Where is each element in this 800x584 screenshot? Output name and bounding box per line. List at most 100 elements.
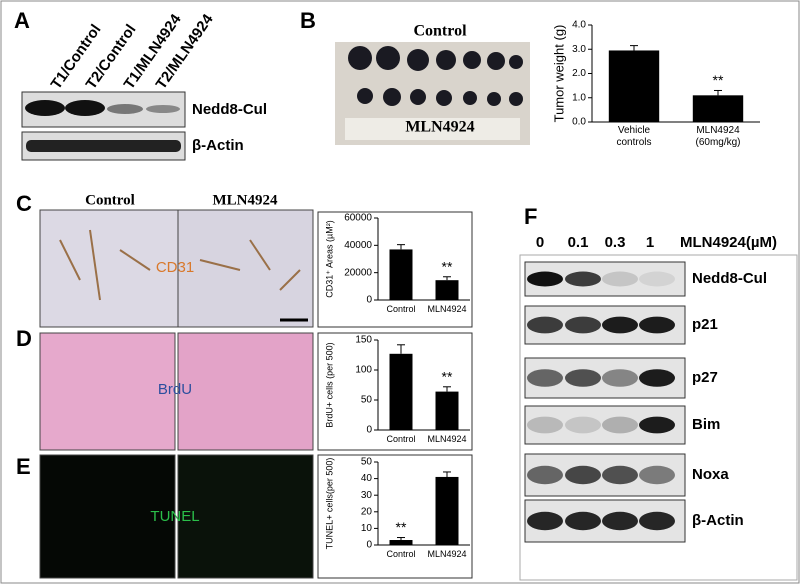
x-tick-label-box: Control [386,434,415,444]
band [602,416,638,434]
x-tick-label-box: Control [386,549,416,559]
band [527,416,563,434]
panel-letter: F [524,204,537,229]
image-column-label: MLN4924 [213,192,278,208]
error-bar [443,471,451,477]
ihc-image [177,209,314,328]
band [565,511,601,531]
stain-label: BrdU [158,381,192,398]
x-tick-label-box: MLN4924 [427,434,467,444]
blot-label: p21 [692,316,718,333]
dose-label: 1 [646,234,654,251]
chart-box [317,211,473,328]
band [146,105,180,113]
error-bar [630,45,638,51]
dose-label: 0 [536,234,544,251]
dose-label: 0.1 [568,234,589,251]
blot-label: Noxa [692,466,729,483]
y-tick-label: 100 [355,365,372,376]
vessels [59,229,301,301]
y-axis-label: TUNEL+ cells(per 500) [324,458,334,550]
band [26,140,181,152]
panel-letter: B [300,8,316,33]
y-tick-label: 0.0 [572,117,586,128]
error-bar [397,244,405,250]
chart-box [317,332,473,451]
dose-axis-label: MLN4924(µM) [680,234,777,251]
band [602,316,638,334]
x-tick-label: MLN4924 [427,304,467,314]
y-axis-label: Tumor weight (g) [551,25,566,123]
y-tick-label: 20 [361,506,373,517]
dose-label: 0.3 [605,234,626,251]
y-tick-label: 0 [366,425,372,436]
blot-label: Nedd8-Cul [192,101,267,118]
band [639,511,675,531]
panel-f-border [519,254,798,581]
he-image [39,332,176,451]
band [602,511,638,531]
y-tick-label: 60000 [344,213,372,224]
x-tick-label: Control [386,549,416,559]
error-bar [443,386,451,392]
y-tick-label: 10 [361,523,373,534]
band [565,416,601,434]
band [565,271,601,287]
x-tick-label: Control [386,304,416,314]
y-tick-label: 0 [366,540,372,551]
error-bar [443,276,451,281]
bar [435,280,459,300]
panel-letter: E [16,454,31,479]
stain-label: TUNEL [150,508,199,525]
significance: ** [713,72,724,88]
tunel-image [177,454,314,579]
band [107,104,143,114]
x-tick-label-box: MLN4924 (60mg/kg) [695,125,741,148]
ihc-image [39,209,179,328]
y-tick-label: 150 [355,335,372,346]
y-tick-label: 4.0 [572,20,586,31]
bar [435,476,459,545]
y-tick-label: 50 [361,395,373,406]
error-bar [397,344,405,354]
y-tick-label: 20000 [344,267,372,278]
x-tick-label-box: Control [386,304,416,314]
band [602,271,638,287]
y-tick-label: 40000 [344,240,372,251]
band [639,465,675,485]
band [602,465,638,485]
x-tick-label: Vehicle controls [616,125,652,148]
blot-label: p27 [692,369,718,386]
x-tick-label-box: MLN4924 [427,304,467,314]
y-tick-label: 3.0 [572,44,586,55]
photo-label: Control [413,23,467,40]
band [639,369,675,387]
x-tick-label: MLN4924 [427,549,467,559]
blot-label: Bim [692,416,720,433]
y-tick-label: 50 [361,457,373,468]
panel-letter: C [16,191,32,216]
band [565,465,601,485]
bar [608,50,660,122]
tumors [348,46,523,106]
band [639,416,675,434]
y-tick-label: 0 [366,295,372,306]
significance: ** [442,369,453,385]
band [527,511,563,531]
band [565,316,601,334]
ruler [345,118,520,140]
bar [389,353,413,430]
x-tick-label: MLN4924 [427,434,467,444]
bar [692,95,744,122]
x-tick-label: MLN4924 (60mg/kg) [695,125,741,148]
x-tick-label-box: Vehicle controls [616,125,652,148]
significance: ** [442,258,453,274]
bar [435,391,459,430]
band [65,100,105,116]
band [25,100,65,116]
band [527,316,563,334]
band [565,369,601,387]
error-bar [714,89,722,96]
bar [389,540,413,545]
